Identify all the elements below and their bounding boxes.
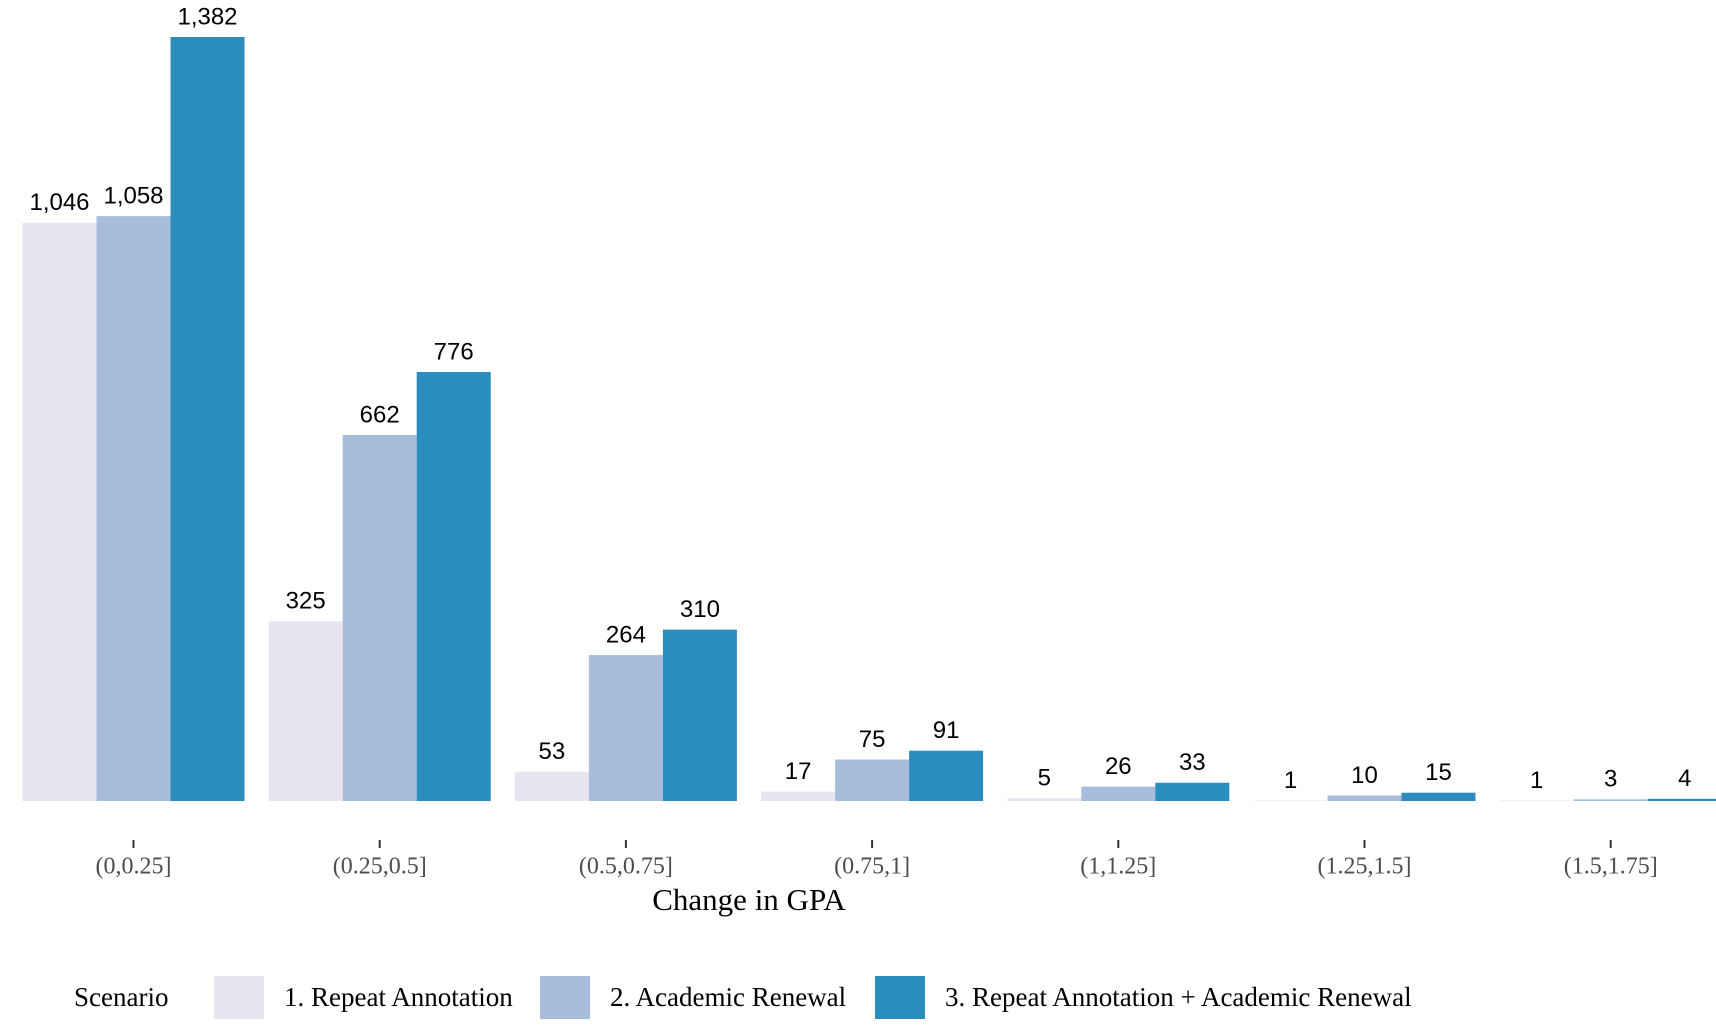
value-label: 33 (1179, 749, 1206, 776)
x-tick-label: (1.25,1.5] (1318, 854, 1412, 880)
value-label: 310 (680, 596, 720, 623)
bar (662, 629, 737, 801)
x-tick-label: (0.75,1] (834, 854, 910, 880)
bar (909, 750, 984, 801)
legend-swatch (875, 976, 925, 1019)
value-label: 4 (1678, 765, 1691, 792)
legend-swatch (540, 976, 590, 1019)
x-tick-label: (1.5,1.75] (1564, 854, 1658, 880)
bar (342, 435, 417, 801)
x-tick-label: (1,1.25] (1080, 854, 1156, 880)
value-label: 5 (1038, 765, 1051, 792)
bar (588, 655, 663, 801)
value-label: 26 (1105, 753, 1132, 780)
x-tick-label: (0.25,0.5] (333, 854, 427, 880)
value-label: 75 (859, 726, 886, 753)
value-label: 1,046 (29, 189, 89, 216)
value-label: 1,058 (103, 182, 163, 209)
legend-label: 1. Repeat Annotation (284, 982, 513, 1012)
x-tick-label: (0.5,0.75] (579, 854, 673, 880)
bar (96, 216, 171, 802)
value-label: 17 (785, 758, 812, 785)
value-label: 53 (539, 738, 566, 765)
value-label: 3 (1604, 766, 1617, 793)
bar (1573, 799, 1648, 801)
bar (1155, 782, 1230, 801)
bar (514, 771, 589, 801)
value-label: 10 (1351, 762, 1378, 789)
legend-label: 3. Repeat Annotation + Academic Renewal (945, 982, 1412, 1012)
bar (835, 759, 910, 801)
value-label: 662 (360, 401, 400, 428)
value-label: 15 (1425, 759, 1452, 786)
bar (1327, 795, 1402, 801)
bar (22, 222, 97, 802)
bar (1647, 798, 1716, 801)
bar (1081, 786, 1156, 801)
bar (170, 37, 245, 801)
bar (1007, 798, 1082, 801)
bar (1401, 792, 1476, 801)
value-label: 776 (434, 338, 474, 365)
bar (761, 791, 836, 801)
bar (416, 372, 491, 801)
value-label: 264 (606, 621, 646, 648)
x-axis-title: Change in GPA (652, 882, 846, 917)
bar (268, 621, 343, 801)
bar (1499, 800, 1574, 801)
value-label: 91 (933, 717, 960, 744)
value-label: 325 (286, 588, 326, 615)
x-tick-label: (0,0.25] (96, 854, 172, 880)
legend-title: Scenario (74, 982, 168, 1012)
value-label: 1 (1284, 767, 1297, 794)
bar (1253, 800, 1328, 801)
value-label: 1 (1530, 767, 1543, 794)
legend-label: 2. Academic Renewal (610, 982, 846, 1012)
legend-swatch (214, 976, 264, 1019)
value-label: 1,382 (177, 3, 237, 30)
